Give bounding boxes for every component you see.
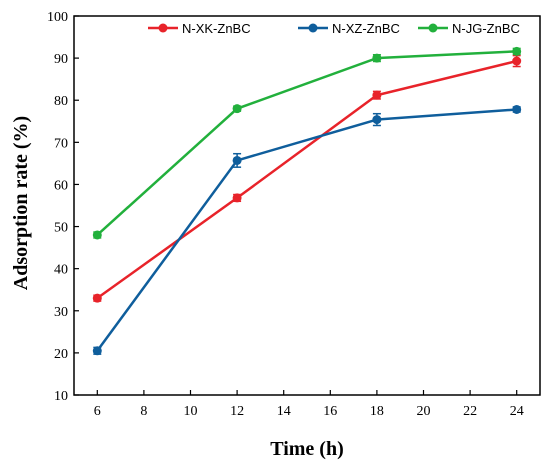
legend-label: N-XZ-ZnBC — [332, 21, 400, 36]
series-layer — [92, 46, 522, 356]
y-tick-label: 60 — [54, 178, 68, 193]
y-axis-label: Adsorption rate (%) — [10, 116, 32, 290]
data-point — [372, 90, 382, 100]
x-tick-label: 14 — [277, 404, 291, 419]
y-tick-label: 40 — [54, 263, 68, 278]
series-N-XZ-ZnBC — [92, 104, 522, 356]
axes: 10 20 30 40 50 60 70 80 90 100 6 8 10 12 14 16 18 20 22 24 — [47, 10, 541, 419]
x-axis-label: Time (h) — [270, 438, 344, 460]
x-tick-label: 12 — [230, 404, 244, 419]
legend: N-XK-ZnBC N-XZ-ZnBC N-JG-ZnBC — [148, 21, 520, 36]
x-tick-label: 22 — [463, 404, 477, 419]
legend-item: N-XZ-ZnBC — [298, 21, 400, 36]
data-point — [512, 56, 522, 66]
legend-marker — [428, 23, 438, 33]
y-tick-label: 10 — [54, 389, 68, 404]
data-point — [92, 346, 102, 356]
data-point — [512, 46, 522, 56]
legend-marker — [158, 23, 168, 33]
data-point — [372, 115, 382, 125]
y-tick-label: 100 — [47, 10, 68, 25]
x-tick-label: 8 — [140, 404, 147, 419]
y-tick-label: 50 — [54, 221, 68, 236]
legend-marker — [308, 23, 318, 33]
x-tick-label: 16 — [323, 404, 337, 419]
y-tick-label: 20 — [54, 347, 68, 362]
series-line — [96, 59, 517, 300]
x-tick-label: 20 — [417, 404, 431, 419]
legend-item: N-XK-ZnBC — [148, 21, 251, 36]
legend-label: N-JG-ZnBC — [452, 21, 520, 36]
data-point — [232, 104, 242, 114]
data-point — [232, 193, 242, 203]
x-tick-label: 18 — [370, 404, 384, 419]
y-tick-label: 80 — [54, 94, 68, 109]
y-tick-label: 70 — [54, 136, 68, 151]
x-tick-label: 24 — [510, 404, 524, 419]
y-tick-label: 30 — [54, 305, 68, 320]
series-line — [96, 50, 517, 236]
legend-item: N-JG-ZnBC — [418, 21, 520, 36]
series-N-JG-ZnBC — [92, 46, 522, 240]
x-tick-label: 6 — [94, 404, 101, 419]
legend-label: N-XK-ZnBC — [182, 21, 251, 36]
data-point — [92, 293, 102, 303]
series-N-XK-ZnBC — [92, 54, 522, 303]
data-point — [92, 230, 102, 240]
data-point — [372, 53, 382, 63]
data-point — [512, 104, 522, 114]
y-tick-label: 90 — [54, 52, 68, 67]
data-point — [232, 155, 242, 165]
plot-frame — [73, 15, 541, 396]
series-line — [96, 108, 517, 352]
x-tick-label: 10 — [184, 404, 198, 419]
